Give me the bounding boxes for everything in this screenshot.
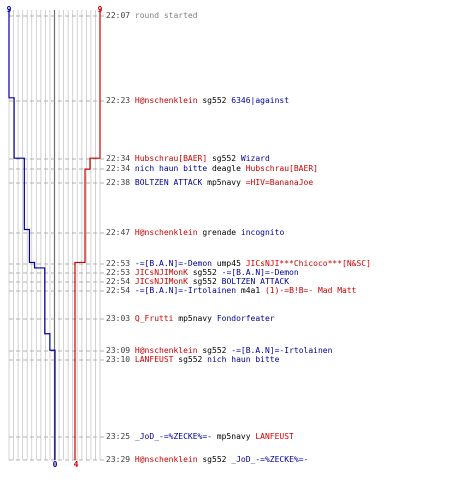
- blue-score-bottom-label: 0: [53, 460, 58, 469]
- red-score-bottom-label: 4: [74, 460, 79, 469]
- red-team-score-line: [74, 10, 101, 460]
- red-score-top-label: 9: [98, 5, 103, 14]
- blue-score-top-label: 9: [7, 5, 12, 14]
- event-guide-lines: [9, 15, 104, 461]
- blue-team-score-line: [8, 10, 56, 460]
- score-labels: 9 9 0 4: [7, 5, 103, 469]
- team-score-lines: [8, 10, 101, 460]
- chart-grid: [8, 10, 101, 460]
